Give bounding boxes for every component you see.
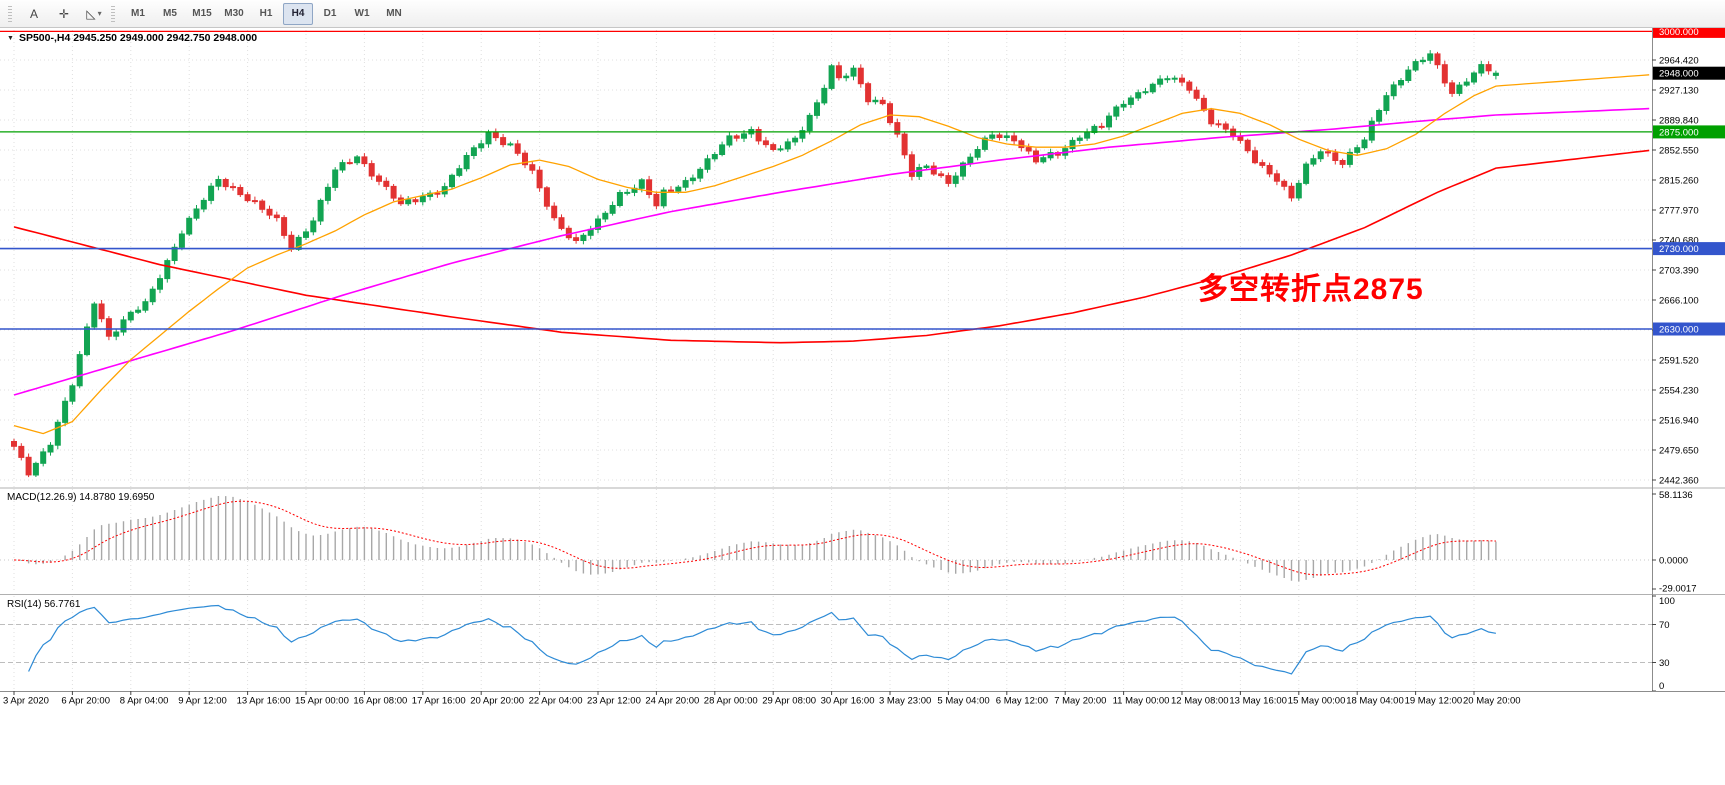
svg-text:13 Apr 16:00: 13 Apr 16:00 xyxy=(237,696,291,707)
svg-text:18 May 04:00: 18 May 04:00 xyxy=(1346,696,1404,707)
svg-text:6 May 12:00: 6 May 12:00 xyxy=(996,696,1048,707)
svg-text:70: 70 xyxy=(1659,620,1670,631)
svg-text:0: 0 xyxy=(1659,681,1664,692)
rsi-levels xyxy=(0,624,1652,663)
svg-text:3 May 23:00: 3 May 23:00 xyxy=(879,696,931,707)
toolbar-grip[interactable] xyxy=(8,5,12,22)
svg-text:6 Apr 20:00: 6 Apr 20:00 xyxy=(61,696,110,707)
svg-text:2964.420: 2964.420 xyxy=(1659,56,1699,67)
svg-text:2815.260: 2815.260 xyxy=(1659,176,1699,187)
drawing-tool-group: A ✛ ◺ ▾ xyxy=(19,3,109,25)
svg-text:12 May 08:00: 12 May 08:00 xyxy=(1171,696,1229,707)
svg-text:13 May 16:00: 13 May 16:00 xyxy=(1229,696,1287,707)
svg-text:22 Apr 04:00: 22 Apr 04:00 xyxy=(529,696,583,707)
svg-text:0.0000: 0.0000 xyxy=(1659,556,1688,567)
level-lines[interactable] xyxy=(0,30,1652,330)
svg-text:20 May 20:00: 20 May 20:00 xyxy=(1463,696,1521,707)
svg-text:19 May 12:00: 19 May 12:00 xyxy=(1405,696,1463,707)
toolbar-grip-2[interactable] xyxy=(111,5,115,22)
svg-text:2875.000: 2875.000 xyxy=(1659,127,1699,138)
macd-histogram xyxy=(0,496,1652,582)
svg-text:20 Apr 20:00: 20 Apr 20:00 xyxy=(470,696,524,707)
ma-slow-line xyxy=(13,149,1650,344)
macd-indicator-label: MACD(12.26.9) 14.8780 19.6950 xyxy=(7,492,155,503)
timeframe-button-M1[interactable]: M1 xyxy=(131,8,145,19)
timeframe-button-H1[interactable]: H1 xyxy=(259,8,273,19)
panel-separators[interactable] xyxy=(0,487,1725,595)
drawing-tools-icon: ◺ xyxy=(86,6,96,21)
rsi-indicator-label: RSI(14) 56.7761 xyxy=(7,599,81,610)
svg-text:2889.840: 2889.840 xyxy=(1659,116,1699,127)
ma-mid-line xyxy=(13,107,1650,396)
timeframe-button-M30[interactable]: M30 xyxy=(224,8,244,19)
svg-text:58.1136: 58.1136 xyxy=(1659,490,1693,501)
annotations-tool-icon: A xyxy=(29,6,38,21)
macd-signal-line xyxy=(13,500,1496,576)
dropdown-arrow-icon: ▾ xyxy=(97,9,102,18)
chart-text-annotation[interactable]: 多空转折点2875 xyxy=(1198,273,1424,306)
crosshair-tool-icon: ✛ xyxy=(58,6,70,21)
chart-title-text: SP500-,H4 2945.250 2949.000 2942.750 294… xyxy=(18,32,258,44)
svg-text:2479.650: 2479.650 xyxy=(1659,446,1699,457)
annotations-tool-button[interactable]: A xyxy=(20,3,48,25)
svg-text:28 Apr 00:00: 28 Apr 00:00 xyxy=(704,696,758,707)
chart-title: ▼ SP500-,H4 2945.250 2949.000 2942.750 2… xyxy=(7,32,257,44)
drawing-tools-button[interactable]: ◺ ▾ xyxy=(80,3,108,25)
timeframe-button-MN[interactable]: MN xyxy=(386,8,402,19)
svg-text:2730.000: 2730.000 xyxy=(1659,244,1699,255)
svg-text:3000.000: 3000.000 xyxy=(1659,27,1699,38)
timeframe-button-D1[interactable]: D1 xyxy=(323,8,337,19)
svg-text:5 May 04:00: 5 May 04:00 xyxy=(937,696,989,707)
svg-text:15 May 00:00: 15 May 00:00 xyxy=(1288,696,1346,707)
svg-text:2630.000: 2630.000 xyxy=(1659,325,1699,336)
svg-text:-29.0017: -29.0017 xyxy=(1659,584,1697,595)
svg-text:2516.940: 2516.940 xyxy=(1659,416,1699,427)
svg-text:30 Apr 16:00: 30 Apr 16:00 xyxy=(821,696,875,707)
svg-text:2442.360: 2442.360 xyxy=(1659,476,1699,487)
svg-text:11 May 00:00: 11 May 00:00 xyxy=(1113,696,1170,707)
svg-text:24 Apr 20:00: 24 Apr 20:00 xyxy=(645,696,699,707)
svg-text:3 Apr 2020: 3 Apr 2020 xyxy=(3,696,49,707)
svg-text:8 Apr 04:00: 8 Apr 04:00 xyxy=(120,696,169,707)
timeframe-button-W1[interactable]: W1 xyxy=(354,8,370,19)
ma-fast-line xyxy=(13,74,1650,435)
svg-text:2777.970: 2777.970 xyxy=(1659,206,1699,217)
timeframe-button-M5[interactable]: M5 xyxy=(163,8,177,19)
svg-text:9 Apr 12:00: 9 Apr 12:00 xyxy=(178,696,227,707)
svg-text:100: 100 xyxy=(1659,596,1675,607)
svg-text:17 Apr 16:00: 17 Apr 16:00 xyxy=(412,696,466,707)
svg-text:2703.390: 2703.390 xyxy=(1659,266,1699,277)
svg-text:30: 30 xyxy=(1659,658,1670,669)
candlestick-series xyxy=(11,50,1499,478)
crosshair-tool-button[interactable]: ✛ xyxy=(50,3,78,25)
svg-text:15 Apr 00:00: 15 Apr 00:00 xyxy=(295,696,349,707)
svg-text:7 May 20:00: 7 May 20:00 xyxy=(1054,696,1106,707)
svg-text:2591.520: 2591.520 xyxy=(1659,356,1699,367)
svg-text:2927.130: 2927.130 xyxy=(1659,86,1699,97)
svg-text:2554.230: 2554.230 xyxy=(1659,386,1699,397)
timeframe-button-H4[interactable]: H4 xyxy=(283,2,313,25)
gridlines xyxy=(0,30,1652,691)
svg-text:2666.100: 2666.100 xyxy=(1659,296,1699,307)
toolbar: A ✛ ◺ ▾ M1 M5 M15 M30 H1 H4 D1 W1 MN xyxy=(0,0,1725,28)
svg-text:23 Apr 12:00: 23 Apr 12:00 xyxy=(587,696,641,707)
timeframe-group: M1 M5 M15 M30 H1 H4 D1 W1 MN xyxy=(122,2,410,25)
timeframe-button-M15[interactable]: M15 xyxy=(192,8,212,19)
svg-text:2948.000: 2948.000 xyxy=(1659,69,1699,80)
svg-text:2852.550: 2852.550 xyxy=(1659,146,1699,157)
svg-text:2740.680: 2740.680 xyxy=(1659,236,1699,247)
time-scale[interactable]: 3 Apr 2020 6 Apr 20:00 8 Apr 04:00 9 Apr 12… xyxy=(0,691,1725,707)
chart-menu-icon[interactable]: ▼ xyxy=(7,34,14,42)
rsi-line xyxy=(28,604,1497,675)
svg-text:29 Apr 08:00: 29 Apr 08:00 xyxy=(762,696,816,707)
price-scale-markers: 3000.000 2875.000 2730.000 2630.000 2948.000 xyxy=(1653,24,1725,336)
svg-text:16 Apr 08:00: 16 Apr 08:00 xyxy=(353,696,407,707)
